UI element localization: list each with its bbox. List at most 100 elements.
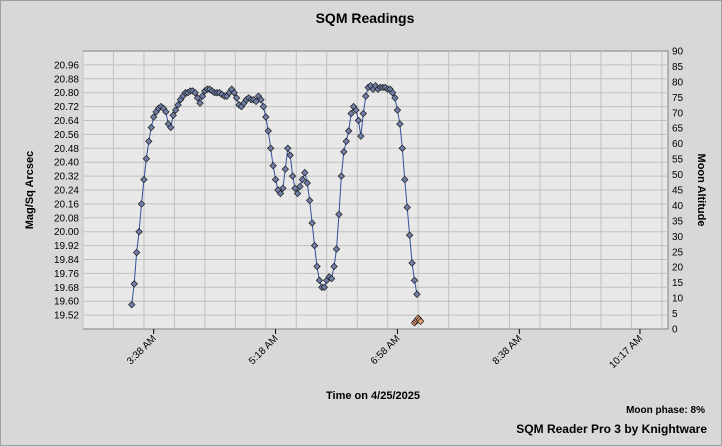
sqm-point (230, 89, 238, 97)
sqm-point (149, 113, 158, 121)
y2-tick-label: 40 (672, 201, 684, 212)
y-tick-label: 19.92 (54, 241, 79, 252)
sqm-point (320, 283, 329, 291)
sqm-point (298, 175, 307, 184)
sqm-point (393, 106, 402, 114)
x-axis-label: Time on 4/25/2025 (326, 390, 420, 402)
sqm-point (279, 184, 287, 192)
y-tick-label: 19.52 (54, 311, 79, 322)
sqm-point (332, 245, 341, 253)
sqm-point (196, 99, 204, 107)
y-axis-label: Mag/Sq Arcsec (24, 151, 36, 229)
sqm-point (340, 148, 348, 156)
sqm-point (347, 109, 355, 118)
y2-tick-label: 20 (672, 263, 684, 274)
sqm-point (286, 151, 294, 159)
sqm-point (135, 228, 143, 236)
sqm-point (305, 196, 314, 205)
sqm-point (169, 111, 177, 119)
y2-tick-label: 35 (672, 216, 684, 227)
sqm-point (308, 219, 316, 227)
moon-point (416, 317, 425, 325)
y-tick-label: 20.64 (54, 116, 79, 127)
sqm-point (408, 259, 416, 267)
y2-tick-label: 25 (672, 247, 684, 258)
y-tick-label: 20.00 (54, 227, 79, 238)
sqm-point (359, 109, 368, 118)
sqm-point (232, 94, 241, 102)
sqm-point (342, 137, 350, 146)
y-tick-label: 20.48 (54, 144, 79, 155)
sqm-point (288, 172, 297, 180)
y-tick-label: 20.96 (54, 60, 79, 71)
sqm-point (310, 241, 319, 250)
y2-tick-label: 65 (672, 124, 684, 135)
y2-tick-label: 45 (672, 186, 684, 197)
sqm-point (335, 210, 343, 219)
y-tick-label: 20.24 (54, 186, 79, 197)
y-tick-label: 20.32 (54, 172, 79, 183)
sqm-point (269, 161, 277, 170)
y-tick-label: 20.80 (54, 88, 79, 99)
sqm-point (388, 89, 397, 97)
sqm-point (264, 127, 272, 135)
sqm-point (303, 179, 311, 187)
sqm-point (128, 300, 136, 309)
sqm-point (337, 172, 346, 180)
sqm-point (284, 144, 292, 152)
moon-phase-text: Moon phase: 8% (626, 405, 705, 416)
x-tick-label: 5:18 AM (247, 333, 281, 367)
y-tick-label: 20.56 (54, 130, 79, 141)
sqm-point (276, 189, 285, 198)
y2-tick-label: 90 (672, 47, 684, 58)
sqm-point (257, 95, 265, 104)
y2-tick-label: 5 (672, 309, 678, 320)
sqm-point (301, 168, 309, 177)
sqm-point (171, 106, 180, 114)
sqm-point (354, 116, 363, 125)
chart-title: SQM Readings (316, 10, 415, 26)
sqm-point (198, 92, 207, 100)
sqm-point (142, 155, 151, 163)
y-tick-label: 19.76 (54, 269, 79, 280)
sqm-point (140, 175, 148, 184)
sqm-point (357, 132, 365, 140)
sqm-point (145, 137, 153, 146)
y-tick-label: 20.72 (54, 102, 79, 113)
y2-tick-label: 15 (672, 278, 684, 289)
sqm-point (137, 200, 146, 208)
x-axis-ticks: 3:38 AM 5:18 AM 6:58 AM 8:38 AM 10:17 AM (125, 329, 645, 371)
sqm-point (410, 276, 419, 285)
y2-tick-label: 75 (672, 93, 684, 104)
y2-axis-label: Moon Altitude (695, 154, 707, 227)
sqm-point (413, 290, 421, 298)
sqm-point (403, 203, 411, 212)
sqm-point (293, 189, 302, 198)
sqm-point (130, 280, 138, 288)
sqm-point (405, 231, 414, 239)
sqm-point (391, 94, 399, 102)
sqm-point (396, 120, 404, 128)
sqm-point (259, 102, 268, 111)
sqm-point (167, 123, 175, 132)
sqm-point (398, 144, 407, 152)
x-tick-label: 6:58 AM (369, 333, 403, 367)
sqm-point (330, 262, 338, 271)
sqm-point (281, 165, 290, 173)
y-tick-label: 20.08 (54, 213, 79, 224)
sqm-point (162, 108, 170, 116)
sqm-point (271, 175, 280, 184)
sqm-point (344, 127, 353, 135)
sqm-point (266, 144, 275, 152)
series-layer (128, 82, 425, 327)
y2-tick-label: 60 (672, 139, 684, 150)
sqm-point (315, 276, 324, 285)
y-tick-label: 20.16 (54, 199, 79, 210)
y2-tick-label: 55 (672, 155, 684, 166)
y-axis-ticks: 20.96 20.88 20.80 20.72 20.64 20.56 20.48 20.40… (54, 60, 79, 321)
sqm-point (132, 248, 141, 257)
sqm-point (296, 182, 304, 191)
